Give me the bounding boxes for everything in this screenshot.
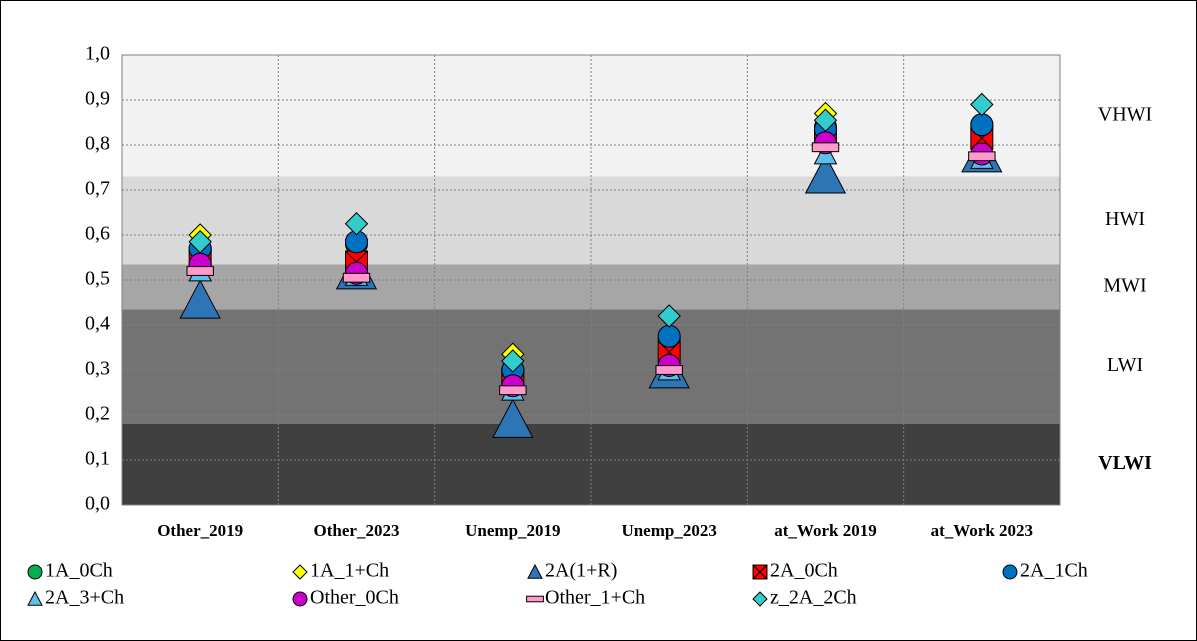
point xyxy=(657,324,681,348)
legend-marker xyxy=(292,564,308,580)
y-tick-label: 0,8 xyxy=(85,133,110,155)
y-tick-label: 0,1 xyxy=(85,448,110,470)
y-tick-label: 1,0 xyxy=(85,43,110,65)
legend-label: 1A_1+Ch xyxy=(310,560,389,582)
point xyxy=(968,151,996,162)
point xyxy=(655,365,683,375)
legend-label: z_2A_2Ch xyxy=(770,587,857,609)
legend-marker-cross xyxy=(752,564,768,580)
x-tick-label: Other_2023 xyxy=(314,521,400,540)
point xyxy=(188,230,212,254)
legend-marker xyxy=(27,590,43,606)
point xyxy=(342,272,371,283)
band-label: HWI xyxy=(1105,208,1145,230)
point xyxy=(501,349,525,373)
point xyxy=(804,154,847,194)
band-label: LWI xyxy=(1107,354,1143,376)
point xyxy=(813,108,838,132)
band xyxy=(122,309,1060,424)
y-tick-label: 0,9 xyxy=(85,88,110,110)
point xyxy=(186,266,214,276)
band-label: MWI xyxy=(1103,274,1146,296)
point xyxy=(499,385,527,396)
point xyxy=(179,279,221,319)
x-tick-label: at_Work 2023 xyxy=(931,521,1033,540)
y-tick-label: 0,3 xyxy=(85,358,110,380)
y-tick-label: 0,2 xyxy=(85,403,110,425)
legend-marker xyxy=(752,564,768,580)
point xyxy=(811,142,840,153)
legend-marker xyxy=(752,591,768,607)
legend-label: Other_1+Ch xyxy=(545,587,645,609)
x-tick-label: Unemp_2023 xyxy=(621,521,716,540)
legend-marker xyxy=(1002,564,1018,580)
legend-label: 2A_1Ch xyxy=(1020,560,1088,582)
legend-marker xyxy=(526,595,544,603)
point xyxy=(970,92,994,117)
point xyxy=(492,398,534,438)
y-tick-label: 0,5 xyxy=(85,268,110,290)
y-tick-label: 0,4 xyxy=(85,313,110,335)
x-tick-label: Other_2019 xyxy=(157,521,243,540)
legend-marker xyxy=(527,563,543,579)
y-tick-label: 0,6 xyxy=(85,223,110,245)
y-tick-label: 0,0 xyxy=(85,493,110,515)
legend-marker xyxy=(292,591,308,607)
legend-marker xyxy=(27,564,43,580)
legend-label: 2A_3+Ch xyxy=(45,587,124,609)
point xyxy=(657,304,681,328)
legend-label: 2A(1+R) xyxy=(545,560,617,582)
x-tick-label: Unemp_2019 xyxy=(465,521,560,540)
x-tick-label: at_Work 2019 xyxy=(774,521,876,540)
legend-label: 1A_0Ch xyxy=(45,560,113,582)
plot-border xyxy=(121,54,1061,506)
legend-label: Other_0Ch xyxy=(310,587,399,609)
band-label: VLWI xyxy=(1098,452,1152,474)
legend-label: 2A_0Ch xyxy=(770,560,838,582)
band-label: VHWI xyxy=(1098,103,1152,125)
point xyxy=(344,212,369,236)
point xyxy=(970,113,994,137)
y-tick-label: 0,7 xyxy=(85,178,110,200)
